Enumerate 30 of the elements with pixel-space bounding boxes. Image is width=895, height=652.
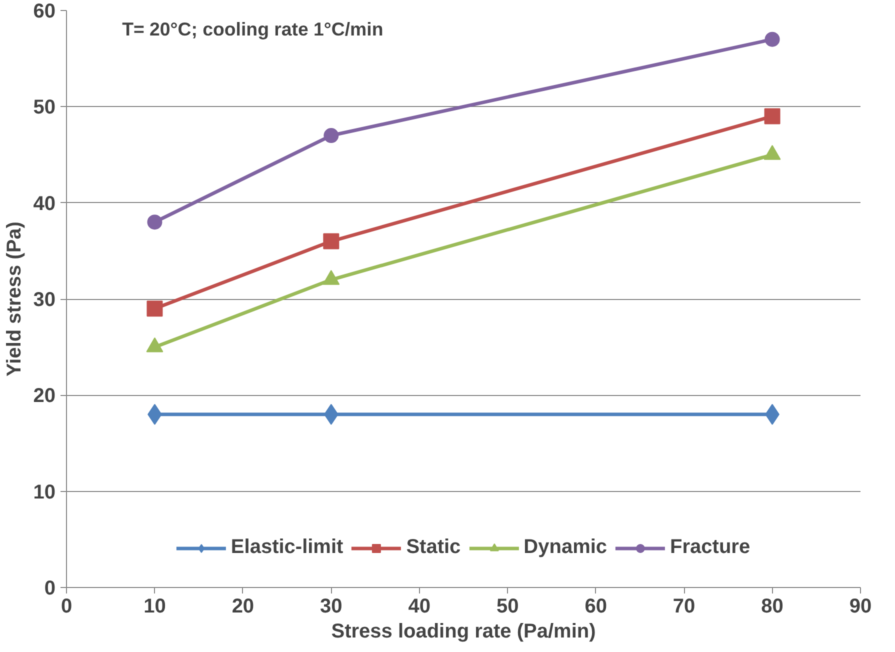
point: [323, 233, 340, 250]
x-tick-label: 90: [849, 596, 872, 618]
x-tick-label: 0: [60, 596, 72, 618]
y-tick-label: 60: [33, 0, 56, 22]
y-tick-label: 10: [33, 481, 56, 504]
legend-label: Static: [406, 536, 461, 559]
x-tick-label: 20: [232, 596, 254, 618]
y-tick-label: 0: [44, 578, 56, 600]
point: [764, 32, 780, 47]
y-axis-title: Yield stress (Pa): [3, 222, 26, 376]
x-tick-label: 30: [320, 596, 342, 618]
point: [147, 214, 162, 230]
legend-label: Elastic-limit: [230, 536, 344, 559]
point: [324, 128, 339, 144]
point: [764, 108, 780, 124]
x-tick-label: 60: [584, 596, 607, 618]
point: [146, 300, 163, 317]
y-tick-label: 30: [33, 289, 56, 311]
y-tick-label: 40: [33, 192, 56, 215]
x-tick-label: 10: [144, 596, 166, 618]
x-tick-label: 40: [408, 596, 431, 618]
x-axis-title: Stress loading rate (Pa/min): [331, 620, 596, 642]
annotation: T= 20°C; cooling rate 1°C/min: [122, 18, 384, 40]
x-tick-label: 80: [761, 596, 784, 618]
legend-label: Dynamic: [524, 536, 608, 559]
y-tick-label: 20: [33, 385, 56, 408]
y-tick-label: 50: [33, 96, 56, 119]
legend-label: Fracture: [670, 536, 750, 559]
x-tick-label: 50: [496, 596, 519, 618]
x-tick-label: 70: [672, 596, 696, 618]
